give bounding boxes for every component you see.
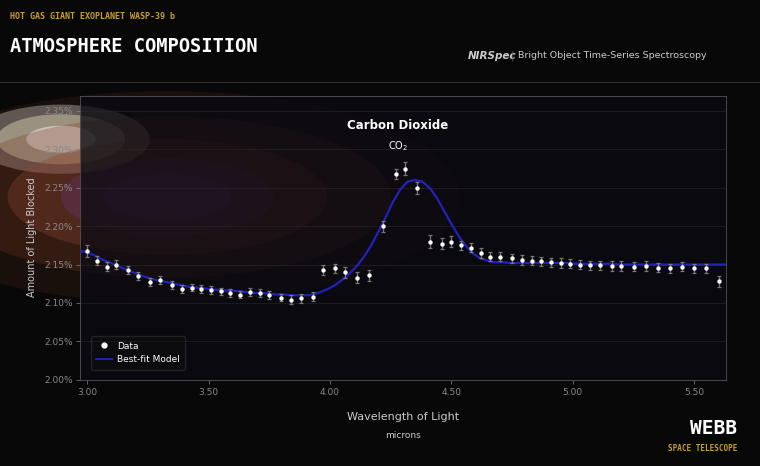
Text: |: | [511,51,515,61]
Text: Wavelength of Light: Wavelength of Light [347,412,459,422]
Point [100,263,112,271]
Ellipse shape [103,174,231,220]
Ellipse shape [8,139,327,254]
Point [81,247,93,254]
Point [399,165,411,172]
Ellipse shape [26,126,96,153]
Text: NIRSpec: NIRSpec [467,51,516,61]
Ellipse shape [0,104,150,174]
Text: CO$_2$: CO$_2$ [388,139,408,153]
Point [423,238,435,245]
Point [594,261,606,269]
Point [628,263,640,271]
Point [154,276,166,284]
Point [205,286,217,294]
Legend: Data, Best-fit Model: Data, Best-fit Model [90,336,185,370]
Point [214,288,226,295]
Point [564,260,576,267]
Text: microns: microns [385,431,421,440]
Ellipse shape [0,91,460,302]
Point [435,240,448,247]
Point [464,244,477,251]
Ellipse shape [0,116,391,278]
Point [110,261,122,268]
Point [338,268,350,276]
Point [329,265,341,272]
Point [664,265,676,272]
Point [652,264,664,271]
Point [411,184,423,192]
Point [285,296,297,304]
Text: Carbon Dioxide: Carbon Dioxide [347,119,448,132]
Point [234,291,246,298]
Point [555,259,567,267]
Point [263,292,275,299]
Point [574,261,586,268]
Point [700,265,712,272]
Point [244,288,256,296]
Point [455,241,467,249]
Point [584,261,596,269]
Point [676,263,688,271]
Point [295,295,307,302]
Point [363,272,375,279]
Point [307,293,319,301]
Point [185,284,198,291]
Point [640,262,652,270]
Point [90,257,103,264]
Point [166,281,178,289]
Y-axis label: Amount of Light Blocked: Amount of Light Blocked [27,178,37,297]
Point [317,266,329,274]
Text: Bright Object Time-Series Spectroscopy: Bright Object Time-Series Spectroscopy [518,51,707,61]
Ellipse shape [61,158,274,235]
Point [688,265,700,272]
Point [389,170,401,178]
Point [616,262,628,270]
Point [132,272,144,280]
Point [535,258,547,265]
Point [525,257,537,264]
Ellipse shape [0,114,125,164]
Point [144,279,157,286]
Text: WEBB: WEBB [690,419,737,438]
Text: ATMOSPHERE COMPOSITION: ATMOSPHERE COMPOSITION [10,37,258,56]
Point [474,249,486,257]
Point [445,238,458,245]
Point [484,253,496,260]
Point [195,285,207,293]
Point [253,289,265,297]
Point [275,294,287,302]
Point [494,253,506,260]
Point [545,259,557,266]
Point [506,255,518,262]
Point [516,256,528,264]
Point [224,289,236,297]
Point [176,285,188,293]
Text: SPACE TELESCOPE: SPACE TELESCOPE [668,444,737,453]
Point [350,274,363,281]
Point [122,266,135,274]
Point [377,222,389,230]
Point [606,262,618,270]
Point [712,278,724,285]
Text: HOT GAS GIANT EXOPLANET WASP-39 b: HOT GAS GIANT EXOPLANET WASP-39 b [10,12,175,21]
